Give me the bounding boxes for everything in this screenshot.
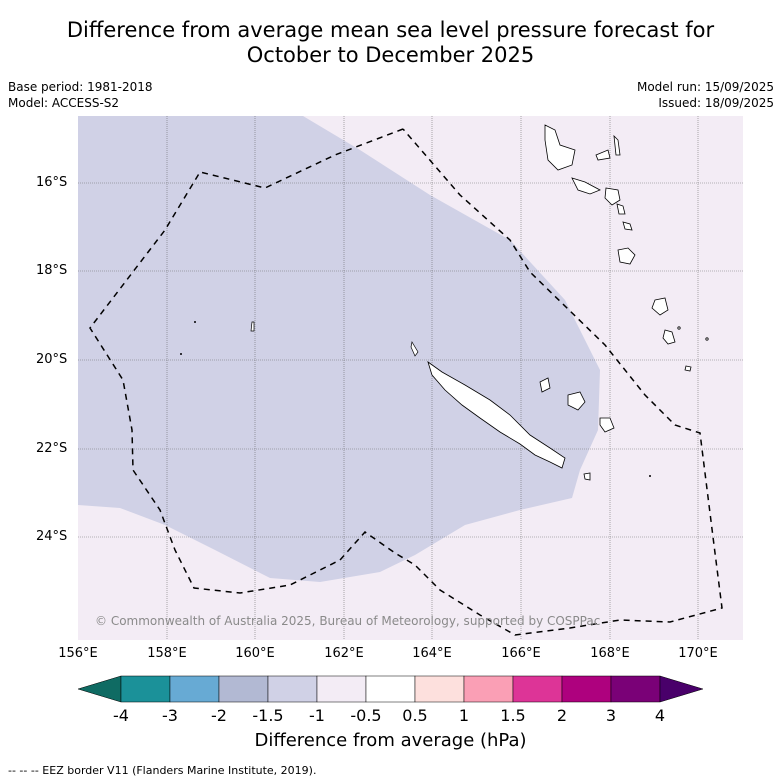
- colorbar-tick-label: -1: [309, 706, 325, 725]
- colorbar-segment: [463, 675, 514, 703]
- colorbar-tick-label: -1.5: [252, 706, 284, 725]
- isle-of-pines: [583, 472, 591, 481]
- lat-label-20s: 20°S: [36, 352, 68, 367]
- lat-label-22s: 22°S: [36, 441, 68, 456]
- colorbar-segment: [267, 675, 318, 703]
- issued-date: Issued: 18/09/2025: [658, 96, 774, 110]
- lat-label-24s: 24°S: [36, 529, 68, 544]
- colorbar-tick-label: 1: [458, 706, 470, 725]
- graticule: [78, 116, 743, 640]
- metadata-left: Base period: 1981-2018 Model: ACCESS-S2: [8, 79, 153, 111]
- mare-island: [599, 417, 615, 433]
- colorbar-arrow-left: [77, 675, 122, 703]
- eez-footnote: -- -- -- EEZ border V11 (Flanders Marine…: [8, 764, 317, 777]
- metadata-right: Model run: 15/09/2025 Issued: 18/09/2025: [637, 79, 774, 111]
- colorbar-tick-label: 2: [556, 706, 568, 725]
- map-title: Difference from average mean sea level p…: [0, 18, 781, 68]
- colorbar: [77, 675, 704, 703]
- lon-label-170e: 170°E: [678, 646, 718, 661]
- colorbar-tick-label: 3: [605, 706, 617, 725]
- base-period: Base period: 1981-2018: [8, 80, 153, 94]
- ouvea-island: [539, 377, 551, 393]
- colorbar-tick-label: 1.5: [500, 706, 526, 725]
- colorbar-segment: [561, 675, 612, 703]
- small-islet: [649, 475, 651, 477]
- colorbar-tick-label: -3: [162, 706, 178, 725]
- eez-border: [89, 128, 723, 636]
- colorbar-segment: [316, 675, 367, 703]
- lon-label-160e: 160°E: [235, 646, 275, 661]
- lon-label-166e: 166°E: [501, 646, 541, 661]
- new-caledonia-island: [427, 360, 566, 469]
- colorbar-tick-label: -2: [211, 706, 227, 725]
- title-line-1: Difference from average mean sea level p…: [66, 18, 715, 42]
- colorbar-segment: [169, 675, 220, 703]
- belep-islands: [410, 341, 419, 357]
- lon-label-162e: 162°E: [324, 646, 364, 661]
- colorbar-tick-label: -0.5: [350, 706, 382, 725]
- lon-label-164e: 164°E: [412, 646, 452, 661]
- colorbar-tick-label: 4: [654, 706, 666, 725]
- colorbar-segment: [365, 675, 416, 703]
- chesterfield-islands: [250, 321, 255, 332]
- model-name: Model: ACCESS-S2: [8, 96, 120, 110]
- title-line-2: October to December 2025: [246, 43, 535, 67]
- colorbar-segment: [512, 675, 563, 703]
- small-islet: [194, 321, 196, 323]
- lifou-island: [567, 391, 586, 411]
- model-run: Model run: 15/09/2025: [636, 80, 774, 94]
- small-islet: [180, 353, 182, 355]
- colorbar-tick-label: -4: [113, 706, 129, 725]
- colorbar-title: Difference from average (hPa): [254, 730, 527, 751]
- lon-label-158e: 158°E: [147, 646, 187, 661]
- lon-label-156e: 156°E: [58, 646, 98, 661]
- lat-label-18s: 18°S: [36, 263, 68, 278]
- colorbar-segment: [120, 675, 171, 703]
- colorbar-segment: [610, 675, 661, 703]
- anomaly-region: [78, 116, 600, 582]
- colorbar-tick-label: 0.5: [402, 706, 428, 725]
- vanuatu-islands: [544, 124, 709, 372]
- colorbar-arrow-right: [659, 675, 704, 703]
- colorbar-segment: [414, 675, 465, 703]
- lon-label-168e: 168°E: [590, 646, 630, 661]
- lat-label-16s: 16°S: [36, 175, 68, 190]
- colorbar-segment: [218, 675, 269, 703]
- copyright-notice: © Commonwealth of Australia 2025, Bureau…: [95, 614, 601, 628]
